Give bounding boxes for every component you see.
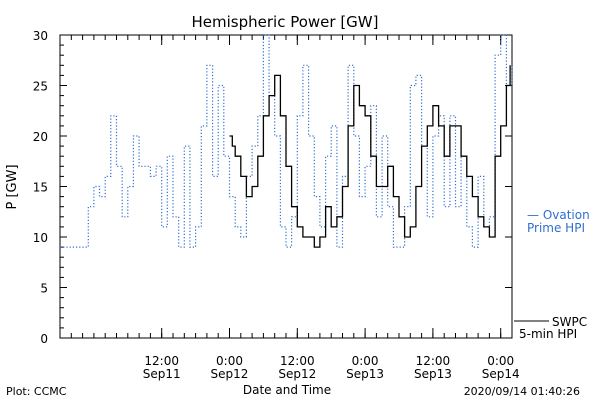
legend: — Ovation Prime HPI SWPC 5-min HPI xyxy=(514,208,590,341)
legend-swpc-line2: 5-min HPI xyxy=(519,327,577,341)
y-tick-label: 20 xyxy=(33,130,48,144)
plot-frame xyxy=(59,34,513,339)
legend-ovation-line1: — Ovation xyxy=(527,208,590,222)
x-tick-label-time: 12:00 xyxy=(280,354,315,368)
x-tick-label-date: Sep14 xyxy=(482,367,520,381)
legend-ovation-line2: Prime HPI xyxy=(527,221,585,235)
y-tick-label: 0 xyxy=(40,332,48,346)
y-tick-label: 25 xyxy=(33,80,48,94)
x-tick-label-date: Sep13 xyxy=(414,367,452,381)
footer-credit: Plot: CCMC xyxy=(6,385,67,398)
x-tick-label-time: 0:00 xyxy=(487,354,514,368)
y-tick-label: 15 xyxy=(33,181,48,195)
series-layer xyxy=(60,34,513,248)
x-tick-label-time: 12:00 xyxy=(416,354,451,368)
y-axis-label: P [GW] xyxy=(5,164,20,209)
x-axis-label: Date and Time xyxy=(243,383,331,397)
y-tick-label: 10 xyxy=(33,231,48,245)
y-tick-label: 5 xyxy=(40,282,48,296)
x-tick-label-date: Sep12 xyxy=(278,367,316,381)
y-tick-label: 30 xyxy=(33,29,48,43)
footer-timestamp: 2020/09/14 01:40:26 xyxy=(464,385,580,398)
x-tick-label-time: 12:00 xyxy=(144,354,179,368)
chart-title: Hemispheric Power [GW] xyxy=(192,13,379,31)
x-tick-label-date: Sep13 xyxy=(346,367,384,381)
x-tick-label-time: 0:00 xyxy=(352,354,379,368)
legend-swpc-line1: SWPC xyxy=(552,315,587,329)
x-tick-label-date: Sep11 xyxy=(143,367,181,381)
x-tick-label-time: 0:00 xyxy=(216,354,243,368)
y-axis: 0 5 10 15 20 25 30 xyxy=(33,29,512,346)
x-tick-label-date: Sep12 xyxy=(211,367,249,381)
x-axis: 12:00Sep110:00Sep1212:00Sep120:00Sep1312… xyxy=(59,35,520,381)
series-swpc-line xyxy=(229,65,511,248)
